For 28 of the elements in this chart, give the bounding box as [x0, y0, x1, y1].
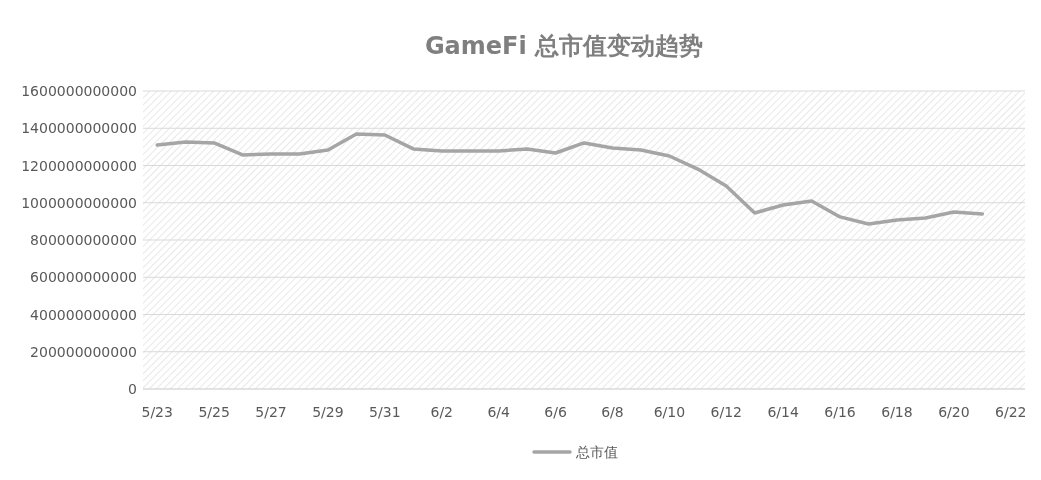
- legend-label: 总市值: [575, 444, 618, 460]
- y-tick-label: 1000000000000: [21, 194, 137, 211]
- x-tick-label: 6/22: [995, 404, 1027, 420]
- x-tick-label: 6/6: [544, 404, 567, 420]
- x-tick-label: 6/14: [767, 404, 799, 420]
- x-tick-label: 5/25: [198, 404, 230, 420]
- chart-title: GameFi 总市值变动趋势: [424, 32, 704, 60]
- x-tick-label: 5/23: [141, 404, 173, 420]
- x-tick-label: 5/31: [369, 404, 401, 420]
- x-tick-label: 6/18: [881, 404, 913, 420]
- y-tick-label: 800000000000: [30, 232, 137, 248]
- x-tick-label: 6/20: [938, 404, 970, 420]
- y-tick-label: 1600000000000: [21, 83, 137, 99]
- x-tick-label: 6/12: [710, 404, 742, 420]
- x-tick-label: 5/29: [312, 404, 344, 420]
- line-series: [155, 132, 985, 226]
- y-tick-label: 1400000000000: [21, 120, 137, 137]
- x-tick-label: 6/2: [430, 404, 454, 420]
- x-tick-label: 6/8: [601, 404, 624, 420]
- y-tick-label: 400000000000: [30, 306, 137, 323]
- y-tick-label: 0: [128, 381, 137, 397]
- y-tick-label: 200000000000: [30, 343, 137, 360]
- x-tick-label: 5/27: [255, 404, 287, 420]
- x-tick-label: 6/16: [824, 404, 856, 420]
- y-tick-label: 600000000000: [30, 269, 137, 286]
- x-tick-label: 6/4: [487, 404, 510, 420]
- x-tick-label: 6/10: [653, 404, 686, 420]
- y-tick-label: 1200000000000: [21, 157, 137, 174]
